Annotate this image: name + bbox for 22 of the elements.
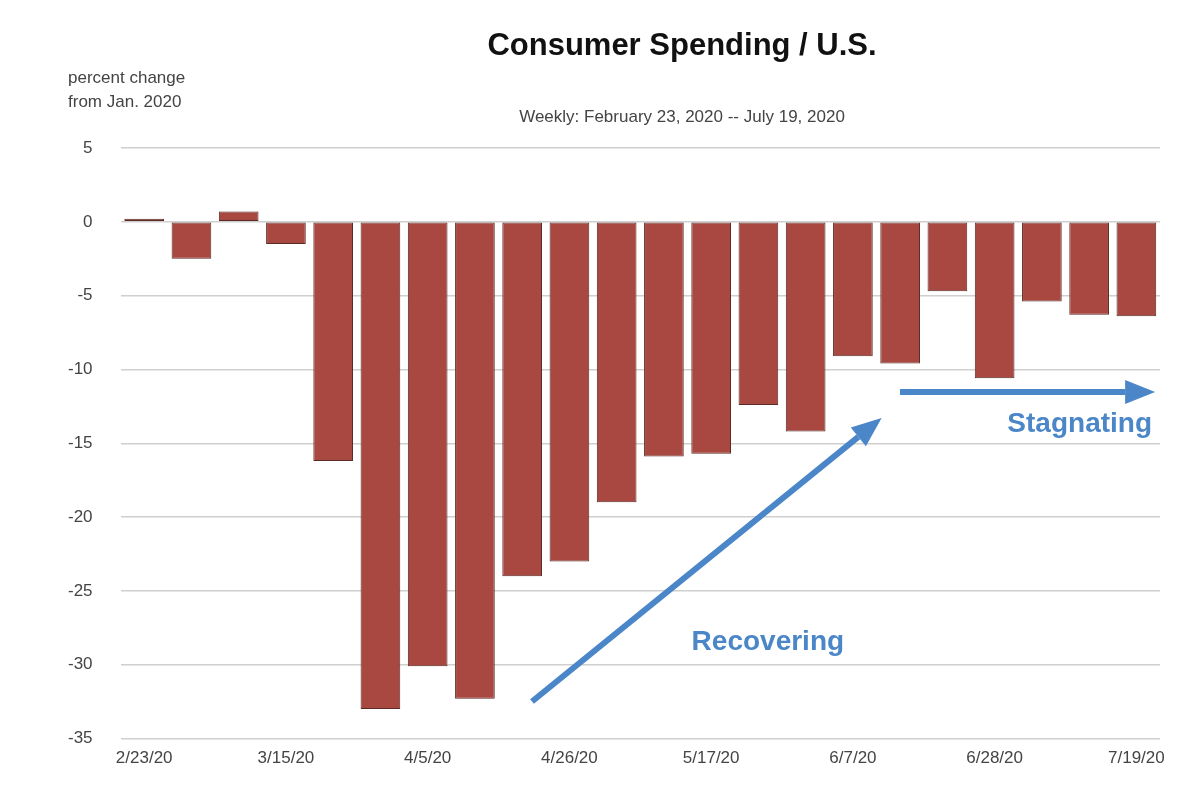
y-tick-label: 0 [83,211,93,231]
annotation: Stagnating [1007,406,1153,438]
x-tick-label: 7/19/20 [1108,748,1165,768]
y-tick-label: -30 [67,654,93,674]
annotation: Recovering [691,625,845,657]
x-tick-label: 5/17/20 [682,748,740,768]
y-tick-label: -5 [77,285,93,305]
chart-title: Consumer Spending / U.S. [487,27,877,62]
x-tick-label: 4/5/20 [404,748,452,768]
x-tick-label: 6/7/20 [829,748,877,768]
y-tick-label: -10 [67,359,93,379]
x-tick-label: 2/23/20 [115,748,173,768]
x-tick-label: 6/28/20 [966,748,1023,768]
y-tick-label: -35 [67,728,93,748]
x-tick-label: 3/15/20 [257,748,315,768]
y-tick-label: 5 [83,137,93,157]
y-tick-label: -20 [67,506,93,526]
chart-subtitle: Weekly: February 23, 2020 -- July 19, 2020 [519,107,845,126]
y-tick-label: -15 [67,432,93,452]
x-tick-label: 4/26/20 [541,748,598,768]
y-axis-title: percent change from Jan. 2020 [68,68,186,111]
y-tick-label: -25 [67,580,93,600]
